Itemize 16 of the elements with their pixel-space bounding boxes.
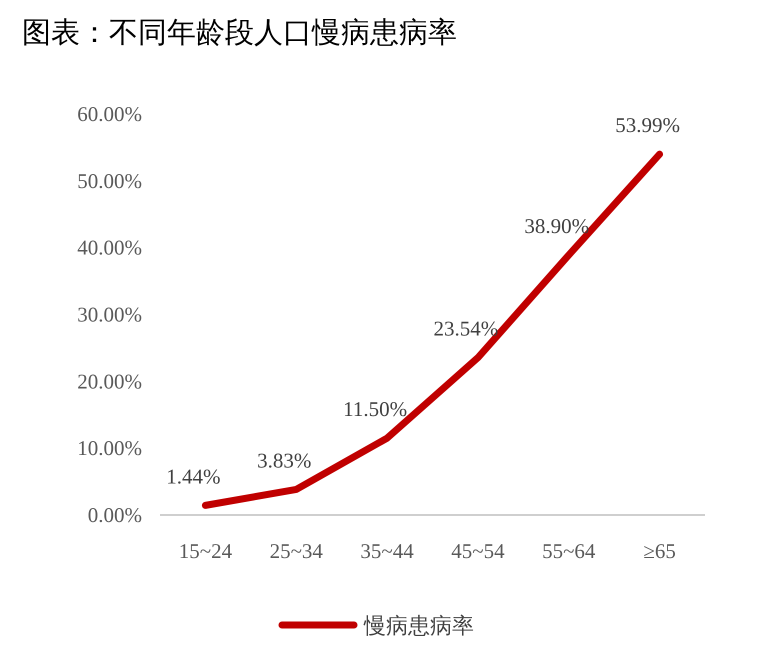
x-tick-label: 15~24 bbox=[178, 539, 233, 563]
y-tick-label: 60.00% bbox=[77, 102, 142, 126]
y-tick-label: 30.00% bbox=[77, 302, 142, 326]
x-tick-label: 55~64 bbox=[542, 539, 596, 563]
legend-label: 慢病患病率 bbox=[363, 614, 474, 639]
y-tick-label: 40.00% bbox=[77, 236, 142, 260]
y-tick-label: 10.00% bbox=[77, 436, 142, 460]
y-tick-label: 20.00% bbox=[77, 369, 142, 394]
title: 图表：不同年龄段人口慢病患病率 bbox=[22, 15, 457, 49]
y-tick-label: 0.00% bbox=[88, 503, 142, 527]
x-tick-label: 25~34 bbox=[270, 539, 324, 563]
y-tick-label: 50.00% bbox=[77, 168, 142, 193]
x-tick-label: 45~54 bbox=[451, 539, 506, 563]
x-tick-label: 35~44 bbox=[360, 539, 414, 563]
x-tick-label: ≥65 bbox=[643, 539, 676, 563]
legend: 慢病患病率 bbox=[278, 614, 474, 639]
